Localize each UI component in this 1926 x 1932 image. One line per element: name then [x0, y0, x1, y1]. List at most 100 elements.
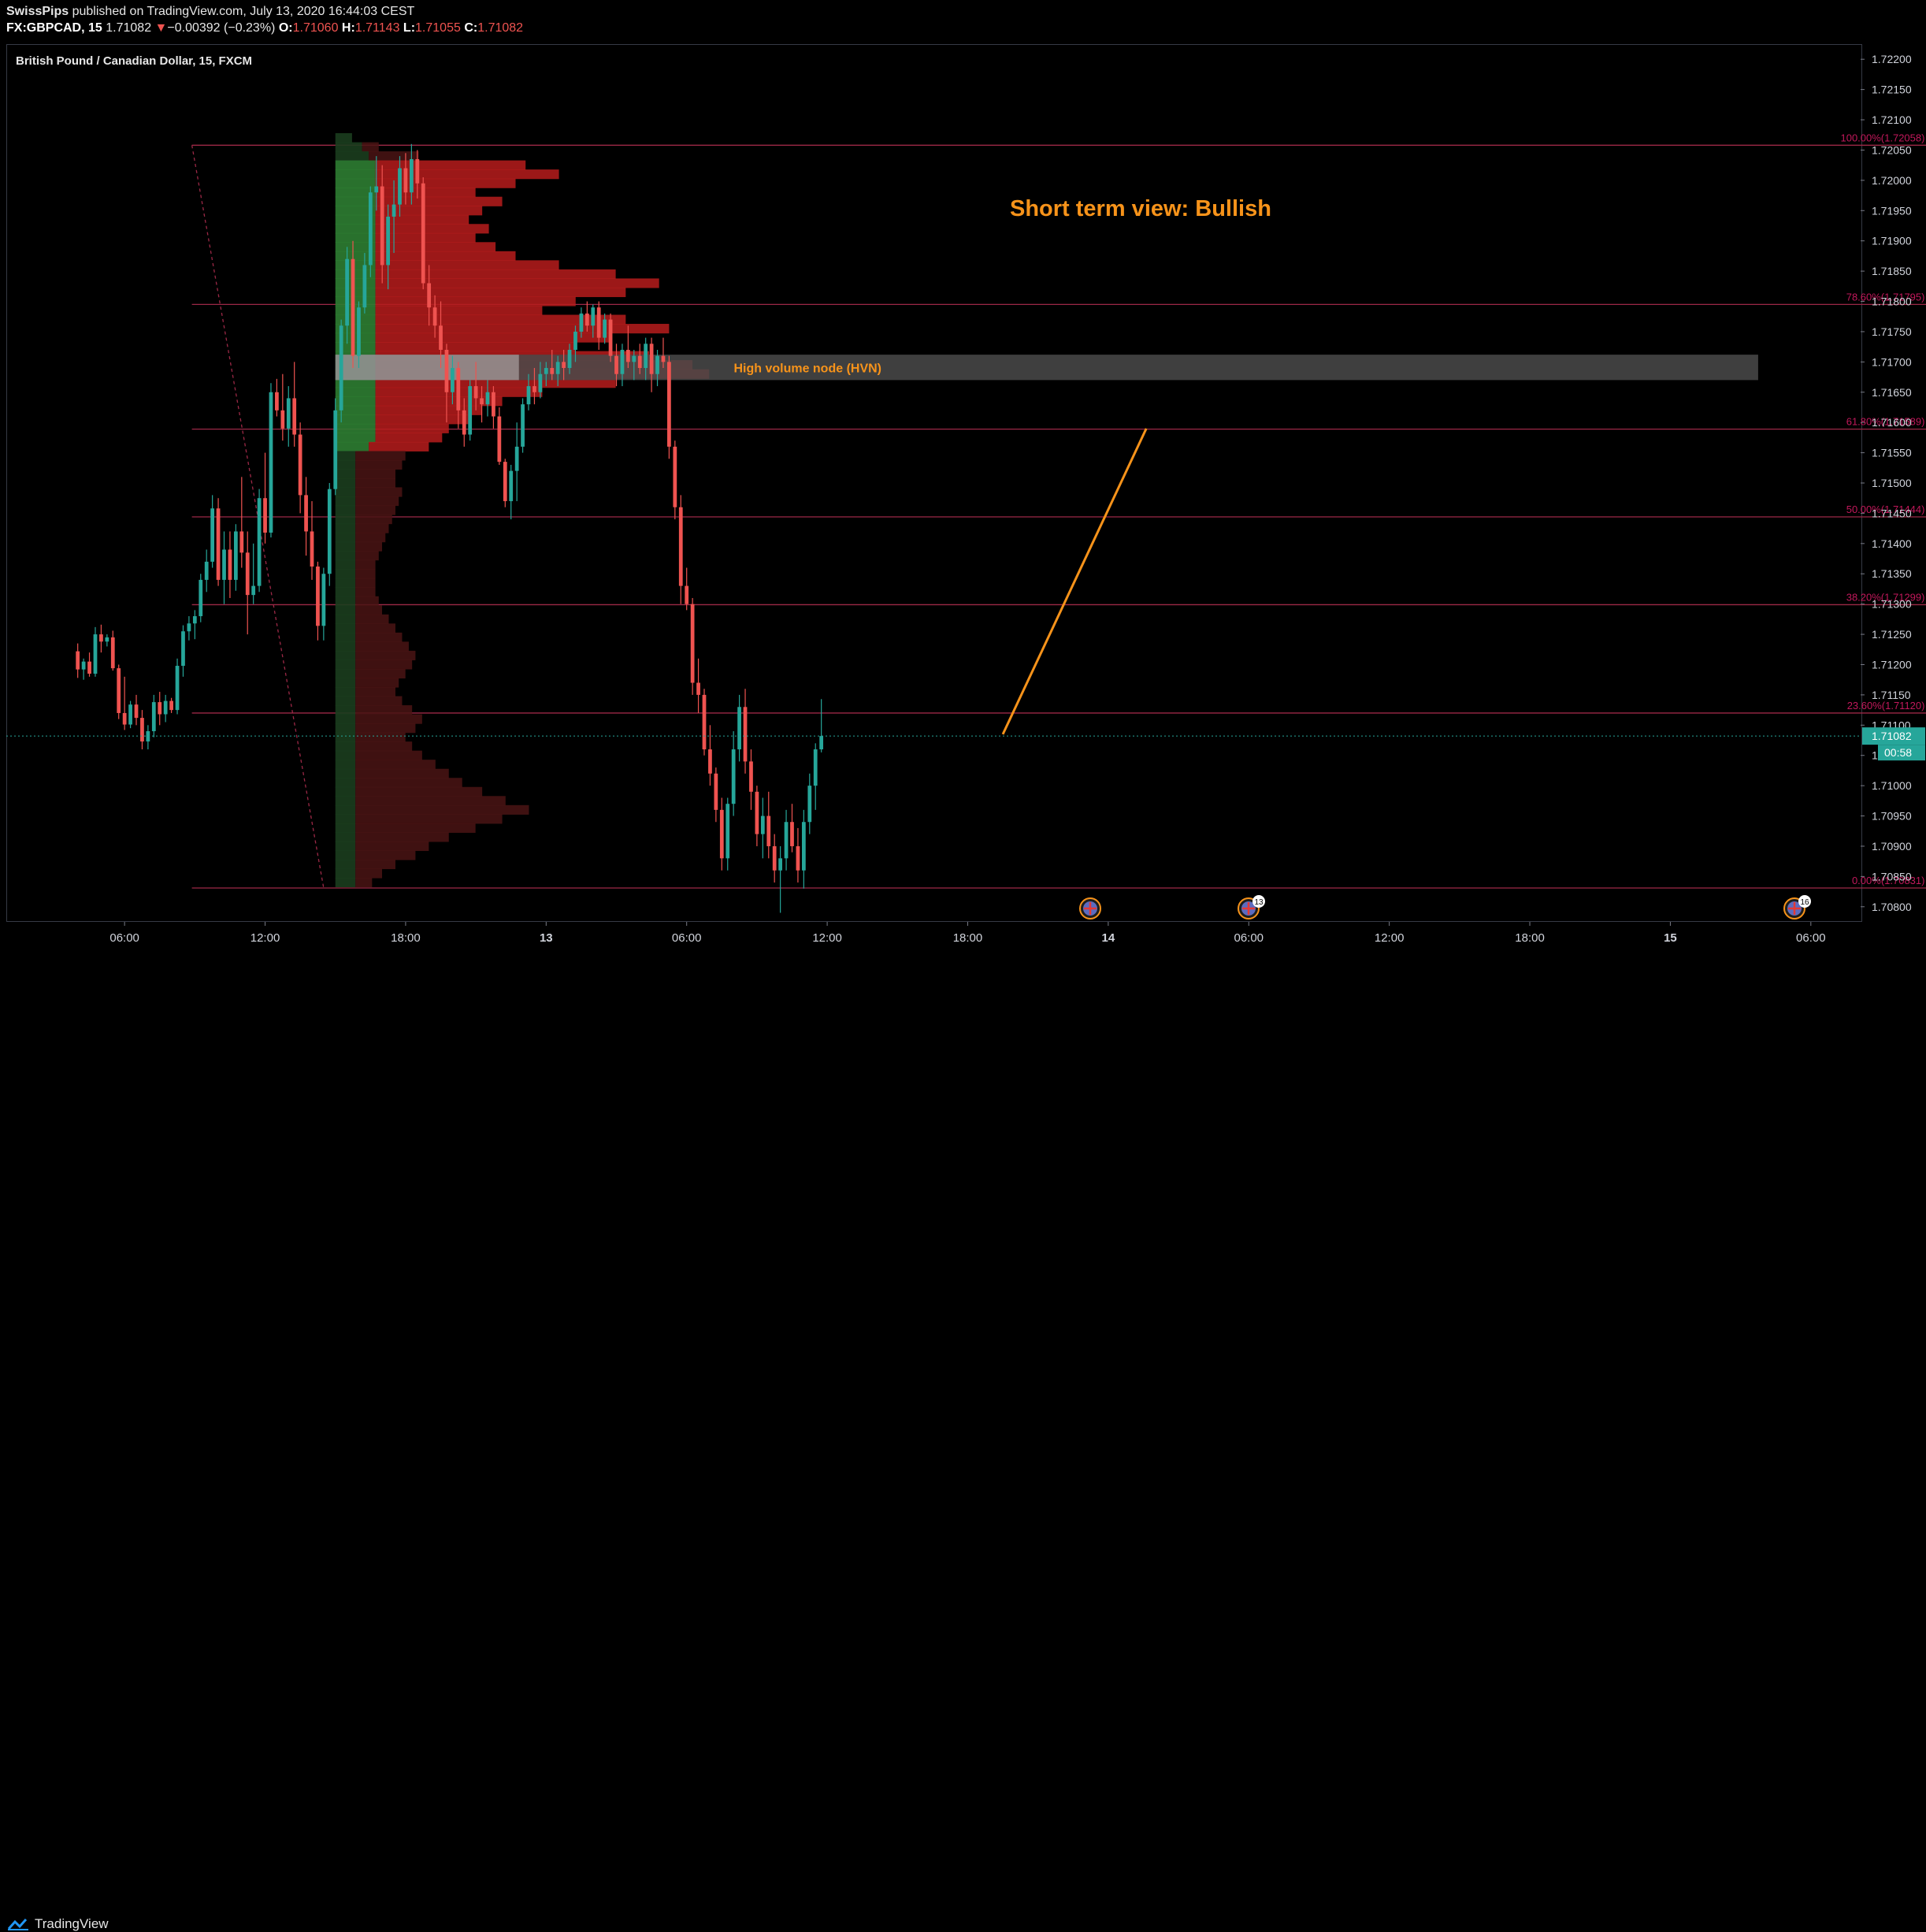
- volume-profile-down-row: [375, 378, 616, 388]
- economic-events[interactable]: 13 16: [1079, 895, 1811, 920]
- candle-body: [702, 694, 707, 750]
- hvn-zone[interactable]: [335, 355, 1758, 381]
- candle-body: [286, 398, 291, 429]
- candle-body: [151, 702, 156, 731]
- volume-profile-down-row: [375, 296, 576, 307]
- candle-body: [731, 749, 736, 804]
- close-value: 1.71082: [477, 21, 524, 35]
- volume-profile-up-row: [335, 569, 356, 579]
- candle-body: [409, 158, 414, 193]
- countdown-badge: [1878, 745, 1925, 761]
- candle-body: [421, 183, 425, 284]
- chart-title: British Pound / Canadian Dollar, 15, FXC…: [16, 54, 252, 68]
- price-axis[interactable]: 1.72200 1.72150 1.72100 1.72050 1.72000 1.719…: [1861, 53, 1925, 913]
- countdown-label: 00:58: [1884, 746, 1912, 759]
- volume-profile-up-row: [335, 296, 376, 307]
- volume-profile-down-row: [375, 333, 610, 343]
- candle-body: [146, 730, 150, 742]
- price-tick-label: 1.70850: [1872, 870, 1912, 882]
- hvn-label: High volume node (HVN): [733, 362, 881, 375]
- price-tick-label: 1.71650: [1872, 386, 1912, 399]
- volume-profile-up-row: [335, 587, 356, 597]
- volume-profile-down-row: [375, 324, 670, 334]
- fib-level-label: 0.00%(1.70831): [1852, 875, 1925, 886]
- change-arrow-icon: ▼: [154, 21, 168, 35]
- event-count-label: 13: [1254, 898, 1264, 907]
- volume-profile-down-row: [355, 786, 483, 797]
- volume-profile-down-row: [355, 477, 395, 489]
- candle-body: [567, 349, 572, 369]
- candle-body: [339, 325, 343, 411]
- candle-body: [357, 307, 361, 356]
- volume-profile-up-row: [335, 614, 356, 624]
- candle-body: [544, 368, 548, 374]
- candle-body: [81, 661, 86, 670]
- volume-profile-up-row: [335, 804, 356, 815]
- candle-body: [199, 579, 203, 617]
- annotations[interactable]: Short term view: Bullish High volume node…: [6, 196, 1861, 737]
- tradingview-logo[interactable]: TradingView: [6, 1916, 109, 1932]
- volume-profile-up-row: [335, 214, 376, 225]
- candle-body: [444, 349, 449, 392]
- candle-body: [76, 651, 80, 670]
- volume-profile-down-row: [355, 750, 422, 760]
- volume-profile-up-row: [335, 596, 356, 606]
- candle-body: [432, 307, 437, 326]
- price-tick-label: 1.71000: [1872, 779, 1912, 792]
- price-tick-label: 1.70800: [1872, 901, 1912, 913]
- volume-profile-up-row: [335, 414, 376, 425]
- volume-profile-up-row: [335, 551, 356, 561]
- candle-body: [690, 604, 695, 683]
- candle-body: [760, 816, 765, 834]
- last-price-badge-label: 1.71082: [1872, 730, 1912, 742]
- candle-body: [117, 668, 121, 713]
- candle-body: [790, 822, 794, 846]
- candlestick-chart[interactable]: British Pound / Canadian Dollar, 15, FXC…: [0, 0, 1926, 990]
- volume-profile-up-row: [335, 841, 356, 852]
- price-tick-label: 1.70900: [1872, 840, 1912, 853]
- candle-body: [192, 616, 197, 624]
- time-tick-label: 13: [540, 931, 553, 945]
- volume-profile-up-row: [335, 160, 376, 170]
- volume-profile-down-row: [369, 441, 429, 451]
- candle-body: [497, 416, 502, 463]
- hvn-rectangle: [335, 355, 1758, 381]
- volume-profile-down-row: [362, 142, 379, 152]
- volume-profile-down-row: [355, 760, 436, 770]
- fib-level-label: 50.00%(1.71444): [1846, 503, 1925, 515]
- volume-profile-down-row: [375, 224, 489, 234]
- price-tick-label: 1.71600: [1872, 416, 1912, 429]
- candle-body: [584, 313, 589, 326]
- volume-profile-down-row: [375, 287, 626, 298]
- fib-level-label: 23.60%(1.71120): [1847, 700, 1925, 711]
- candle-body: [796, 845, 800, 871]
- candle-body: [637, 355, 642, 369]
- price-tick-label: 1.71500: [1872, 477, 1912, 489]
- candle-body: [187, 623, 191, 632]
- price-tick-label: 1.71150: [1872, 689, 1911, 701]
- volume-profile-down-row: [375, 251, 516, 261]
- low-value: 1.71055: [415, 21, 461, 35]
- volume-profile-up-row: [335, 496, 356, 507]
- time-axis[interactable]: 06:00 12:00 18:00 13 06:00 12:00 18:00 14 06:00 1…: [109, 922, 1826, 945]
- publisher-name[interactable]: SwissPips: [6, 5, 69, 18]
- candle-body: [644, 344, 648, 369]
- candle-body: [514, 446, 519, 471]
- volume-profile-up-row: [335, 396, 376, 407]
- volume-profile-down-row: [355, 523, 389, 533]
- candle-body: [210, 508, 215, 562]
- volume-profile-up-row: [335, 287, 376, 298]
- volume-profile-down-row: [355, 650, 416, 661]
- volume-profile-up-row: [335, 796, 356, 806]
- candle-body: [550, 368, 555, 374]
- volume-profile-down-row: [355, 578, 376, 588]
- volume-profile-down-row: [355, 451, 406, 461]
- candle-body: [275, 392, 279, 411]
- candle-body: [526, 386, 531, 405]
- volume-profile-up-row: [335, 768, 356, 778]
- candle-body: [719, 809, 724, 859]
- candle-body: [298, 434, 302, 496]
- time-tick-label: 12:00: [812, 931, 842, 945]
- volume-profile-up-row: [335, 305, 376, 316]
- candle-body: [813, 749, 818, 786]
